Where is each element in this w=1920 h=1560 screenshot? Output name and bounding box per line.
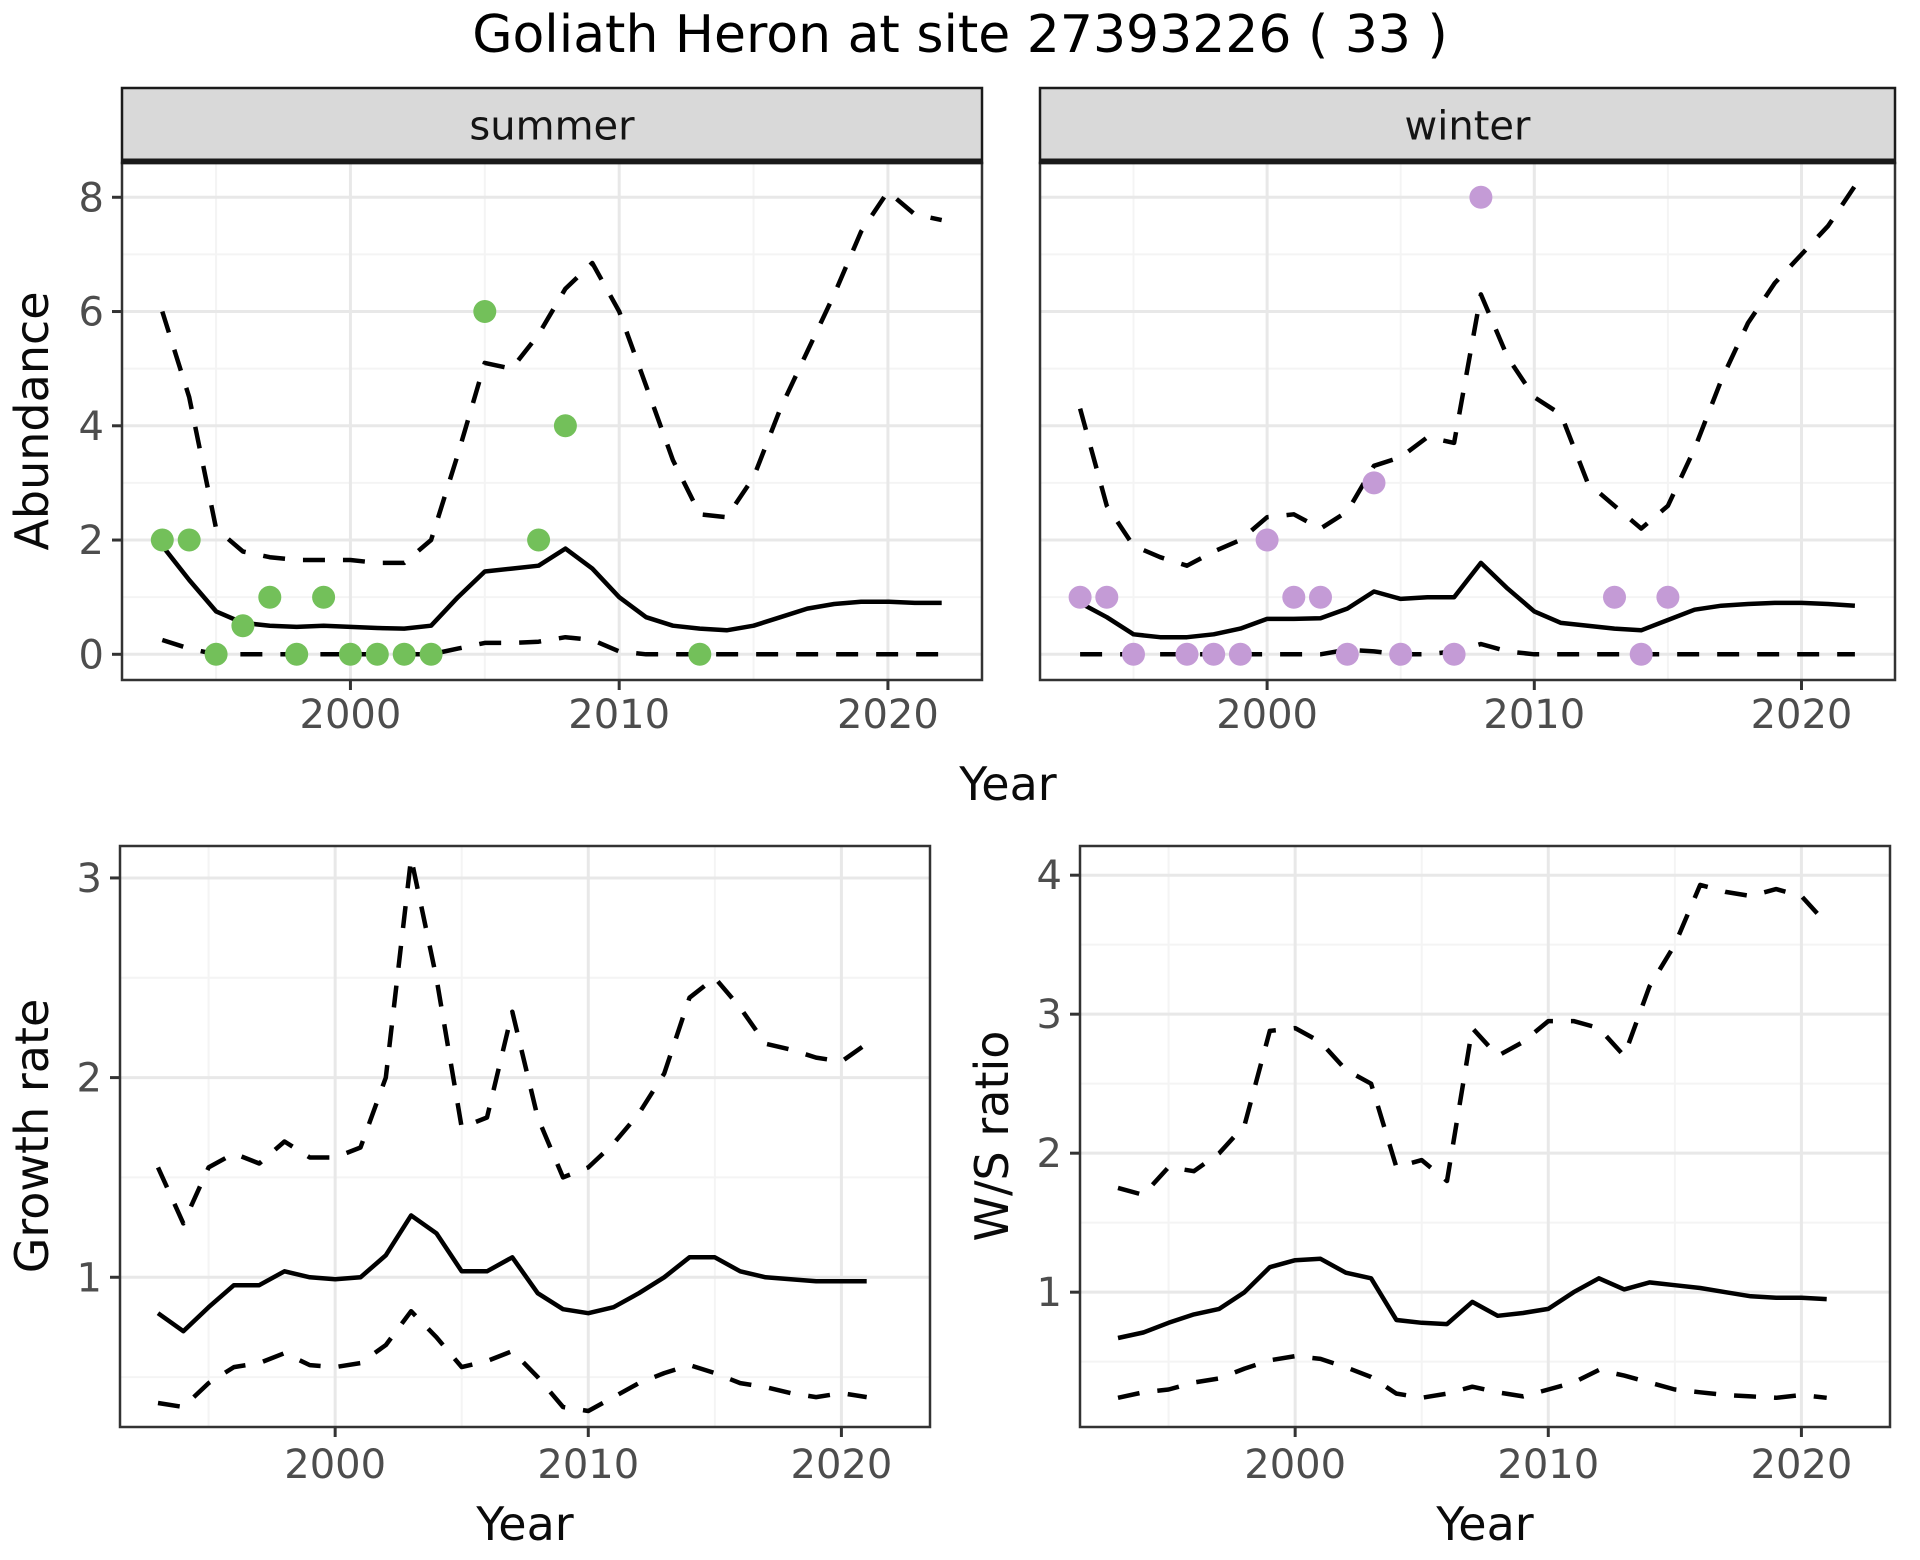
panel-border bbox=[118, 844, 932, 1429]
data-point-observed-counts-winter bbox=[1442, 642, 1466, 666]
year-axis-title-bottom-left: Year bbox=[475, 1497, 573, 1551]
panel-border bbox=[1078, 844, 1892, 1429]
data-point-observed-counts-winter bbox=[1603, 585, 1626, 609]
panel-background bbox=[1040, 163, 1895, 680]
x-tick-label: 2010 bbox=[1497, 1442, 1599, 1488]
panels-group: 2000 2010 2020 0 2 4 6 8 summer 2000 2010 2020 winte… bbox=[77, 86, 1897, 1488]
y-tick-label: 8 bbox=[79, 175, 104, 221]
growth-rate-axis-title: Growth rate bbox=[5, 999, 59, 1274]
data-point-observed-counts-summer bbox=[312, 585, 336, 609]
data-point-observed-counts-summer bbox=[177, 528, 201, 552]
panel-abundance_summer: 2000 2010 2020 0 2 4 6 8 summer bbox=[79, 86, 984, 738]
panel-ws_ratio: 2000 2010 2020 1 2 3 4 bbox=[1037, 844, 1892, 1488]
series-upper_ci-growth_rate bbox=[155, 855, 868, 1226]
x-tick-label: 2020 bbox=[1751, 692, 1853, 738]
x-tick-label: 2000 bbox=[1216, 692, 1318, 738]
data-point-observed-counts-winter bbox=[1068, 585, 1092, 609]
x-tick-label: 2010 bbox=[1483, 692, 1585, 738]
data-point-observed-counts-winter bbox=[1335, 642, 1359, 666]
data-point-observed-counts-summer bbox=[473, 300, 497, 323]
series-median-ws_ratio bbox=[1117, 1256, 1827, 1341]
y-tick-label: 4 bbox=[79, 404, 104, 450]
data-point-observed-counts-summer bbox=[553, 414, 577, 438]
data-point-observed-counts-summer bbox=[338, 642, 362, 666]
data-point-observed-counts-summer bbox=[688, 642, 712, 666]
y-tick-label: 3 bbox=[1037, 992, 1062, 1038]
series-upper_ci-abundance_summer bbox=[160, 189, 943, 566]
x-tick-label: 2020 bbox=[837, 692, 939, 738]
y-tick-label: 1 bbox=[77, 1255, 102, 1301]
year-axis-title-bottom-right: Year bbox=[1435, 1497, 1533, 1551]
data-point-observed-counts-winter bbox=[1175, 642, 1199, 666]
ws-ratio-axis-title: W/S ratio bbox=[965, 1031, 1019, 1242]
data-point-observed-counts-winter bbox=[1656, 585, 1680, 609]
panel-background bbox=[1080, 846, 1890, 1427]
y-tick-label: 1 bbox=[1037, 1270, 1062, 1316]
x-tick-label: 2000 bbox=[300, 692, 402, 738]
series-upper_ci-abundance_winter bbox=[1077, 184, 1857, 568]
data-point-observed-counts-winter bbox=[1629, 642, 1653, 666]
page-title: Goliath Heron at site 27393226 ( 33 ) bbox=[472, 5, 1448, 65]
abundance-axis-title: Abundance bbox=[5, 291, 59, 550]
series-median-abundance_winter bbox=[1079, 560, 1856, 640]
facet-strip-winter bbox=[1038, 86, 1897, 165]
x-tick-label: 2000 bbox=[284, 1442, 386, 1488]
year-axis-title-top: Year bbox=[958, 757, 1056, 811]
data-point-observed-counts-winter bbox=[1362, 471, 1386, 495]
panel-abundance_winter: 2000 2010 2020 winter bbox=[1038, 86, 1897, 738]
x-tick-label: 2010 bbox=[537, 1442, 639, 1488]
x-tick-label: 2020 bbox=[791, 1442, 893, 1488]
facet-strip-label-summer: summer bbox=[469, 104, 635, 150]
data-point-observed-counts-summer bbox=[150, 528, 174, 552]
data-point-observed-counts-winter bbox=[1469, 185, 1493, 209]
series-lower_ci-growth_rate bbox=[157, 1308, 868, 1414]
y-tick-label: 0 bbox=[79, 632, 104, 678]
x-tick-label: 2010 bbox=[568, 692, 670, 738]
x-tick-label: 2020 bbox=[1751, 1442, 1853, 1488]
data-point-observed-counts-winter bbox=[1282, 585, 1306, 609]
facet-strip-label-winter: winter bbox=[1405, 104, 1531, 150]
data-point-observed-counts-summer bbox=[392, 642, 416, 666]
y-tick-label: 3 bbox=[77, 856, 102, 902]
facet-strip-summer bbox=[120, 86, 984, 165]
data-point-observed-counts-summer bbox=[204, 642, 228, 666]
data-point-observed-counts-summer bbox=[365, 642, 389, 666]
y-tick-label: 2 bbox=[79, 518, 104, 564]
data-point-observed-counts-winter bbox=[1202, 642, 1226, 666]
panel-growth_rate: 2000 2010 2020 1 2 3 bbox=[77, 844, 932, 1488]
y-tick-label: 2 bbox=[1037, 1131, 1062, 1177]
y-tick-label: 2 bbox=[77, 1056, 102, 1102]
data-point-observed-counts-winter bbox=[1228, 642, 1252, 666]
y-tick-label: 6 bbox=[79, 290, 104, 336]
series-median-growth_rate bbox=[156, 1213, 867, 1334]
series-lower_ci-ws_ratio bbox=[1117, 1353, 1827, 1401]
data-point-observed-counts-summer bbox=[527, 528, 551, 552]
data-point-observed-counts-winter bbox=[1309, 585, 1332, 609]
data-point-observed-counts-winter bbox=[1122, 642, 1145, 666]
data-point-observed-counts-summer bbox=[419, 642, 443, 666]
data-point-observed-counts-summer bbox=[231, 614, 255, 638]
x-tick-label: 2000 bbox=[1244, 1442, 1346, 1488]
data-point-observed-counts-summer bbox=[258, 585, 282, 609]
data-point-observed-counts-winter bbox=[1389, 642, 1413, 666]
y-tick-label: 4 bbox=[1037, 853, 1062, 899]
series-median-abundance_summer bbox=[160, 544, 942, 633]
data-point-observed-counts-winter bbox=[1255, 528, 1279, 552]
panel-background bbox=[120, 846, 930, 1427]
data-point-observed-counts-summer bbox=[285, 642, 309, 666]
data-point-observed-counts-winter bbox=[1095, 585, 1119, 609]
